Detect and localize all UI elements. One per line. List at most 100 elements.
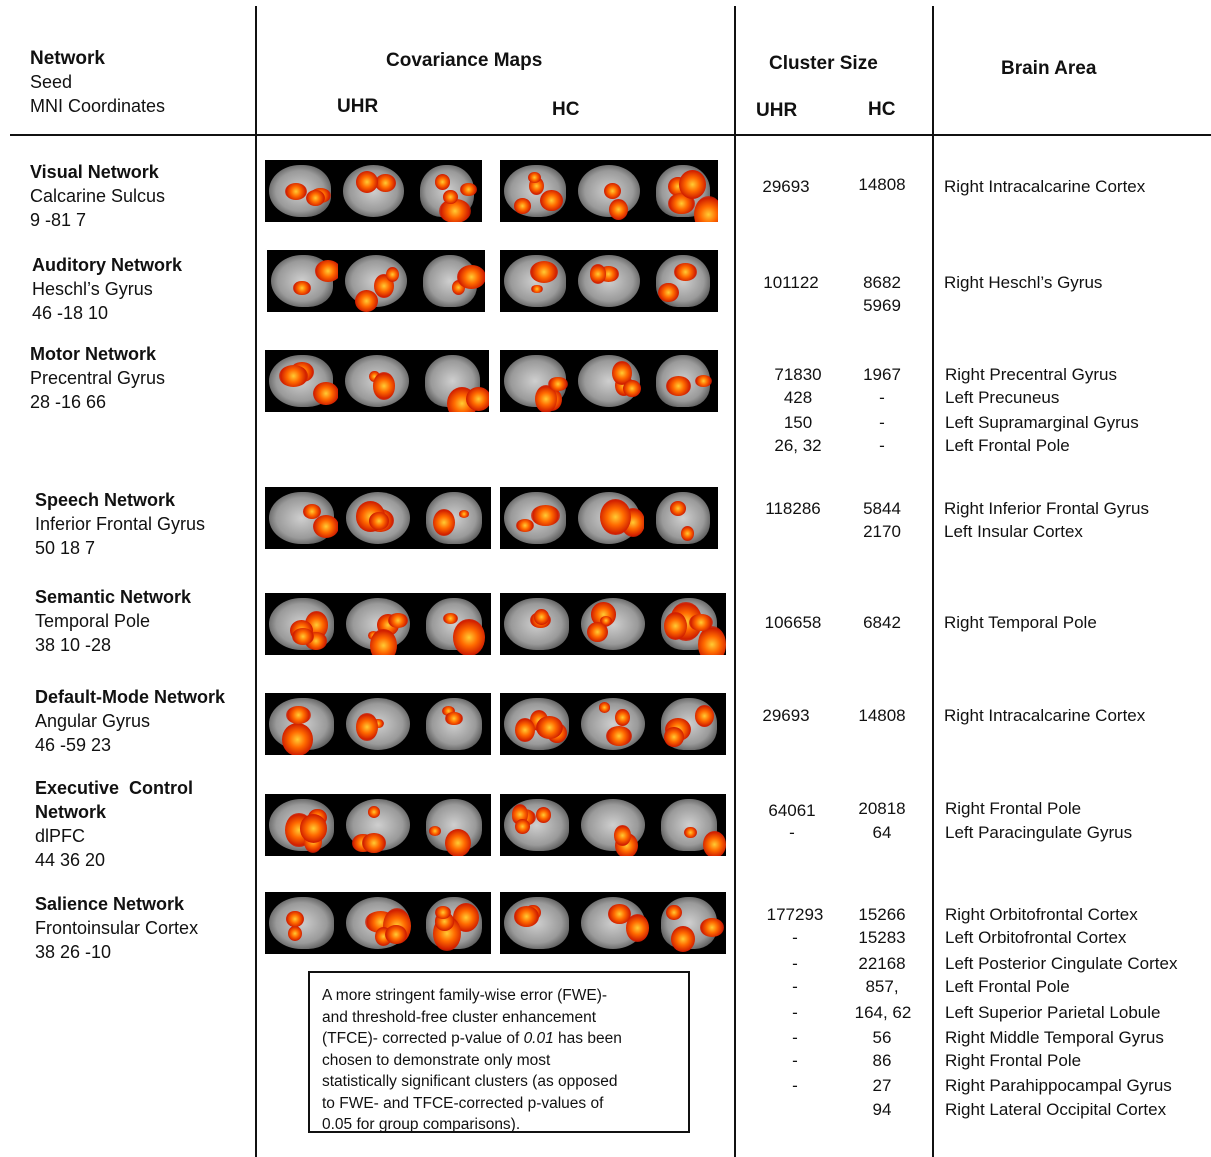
activation-blob [457,264,486,289]
cluster-hc-value: 20818 [858,799,906,818]
covariance-map-auditory-hc [500,250,718,312]
cluster-hc-value: 15266 [858,905,906,924]
covariance-map-motor-hc [500,350,718,412]
network-visual: Visual Network Calcarine Sulcus 9 -81 7 [30,160,165,232]
covariance-map-semantic-hc [500,593,726,655]
brain-area: Right Frontal Pole [945,799,1082,818]
activation-blob [314,259,338,283]
activation-blob [535,806,551,823]
network-name: Semantic Network [35,587,192,607]
activation-blob [607,903,631,925]
brain-area: Right Precentral Gyrus [945,365,1117,384]
header-network: Network [30,48,105,69]
activation-blob [684,826,697,839]
cluster-uhr-value: - [792,1076,798,1095]
cluster-uhr-value: 26, 32 [774,436,822,455]
brain-slice-cor [418,892,491,954]
network-coords: 38 10 -28 [35,635,112,655]
cluster-hc-value: 14808 [858,175,906,194]
activation-blob [312,514,339,539]
activation-blob [429,826,442,836]
header-brain-area: Brain Area [1001,58,1097,79]
footnote-line: (TFCE)- corrected p-value of 0.01 has be… [322,1028,676,1050]
footnote-pvalue: 0.01 [523,1030,554,1047]
cluster-uhr-value: 101122 [763,273,819,292]
network-seed: Frontoinsular Cortex [35,918,199,938]
brain-area: Left Precuneus [945,388,1060,407]
network-coords: 44 36 20 [35,850,106,870]
brain-slice-cor [418,693,491,755]
brain-slice-cor [647,350,718,412]
brain-slice-ax [341,892,414,954]
cluster-uhr-value: 29693 [762,177,810,196]
header-mni: MNI Coordinates [30,96,166,116]
network-motor: Motor Network Precentral Gyrus 28 -16 66 [30,342,165,414]
activation-blob [614,825,631,846]
brain-slice-sag [500,160,571,222]
brain-area: Right Heschl’s Gyrus [944,273,1103,292]
activation-blob [465,386,490,412]
cluster-hc-value: 2170 [863,522,901,541]
activation-blob [515,518,535,533]
network-seed: Angular Gyrus [35,711,151,731]
cluster-uhr-value: 29693 [762,706,810,725]
covariance-map-executive-uhr [265,794,491,856]
activation-blob [528,172,542,183]
activation-blob [598,702,611,714]
activation-blob [665,375,691,396]
covariance-map-visual-uhr [265,160,482,222]
activation-blob [615,708,631,726]
cluster-uhr-value: 71830 [774,365,822,384]
brain-slice-cor [418,593,491,655]
header-covariance: Covariance Maps [386,50,543,71]
activation-blob [625,913,650,942]
footnote-text: has been [553,1030,622,1047]
cluster-hc-value: 56 [872,1028,892,1047]
activation-blob [693,195,719,222]
activation-blob [689,613,713,632]
header-cov-uhr: UHR [337,96,379,117]
brain-area: Left Orbitofrontal Cortex [945,928,1127,947]
activation-blob [367,806,380,818]
activation-blob [700,917,725,937]
activation-blob [355,170,379,193]
network-name: Executive Control [35,778,194,798]
cluster-uhr-value: - [792,1003,798,1022]
cluster-hc-value: 857, [865,977,899,996]
activation-blob [286,910,304,928]
activation-blob [443,190,458,204]
activation-blob [679,170,706,199]
network-name: Salience Network [35,894,185,914]
brain-slice-ax [574,160,645,222]
network-seed: Calcarine Sulcus [30,186,166,206]
brain-area: Left Posterior Cingulate Cortex [945,954,1178,973]
brain-slice-ax [574,250,645,312]
activation-blob [658,282,679,303]
activation-blob [432,508,456,537]
activation-blob [445,711,463,726]
activation-blob [535,715,563,739]
activation-blob [291,627,315,646]
brain-slice-sag [265,350,338,412]
network-name: Default-Mode Network [35,687,226,707]
footnote-line: statistically significant clusters (as o… [322,1073,618,1090]
network-coords: 50 18 7 [35,538,96,558]
network-name: Motor Network [30,344,156,364]
activation-blob [664,611,687,641]
activation-blob [458,510,470,519]
activation-blob [670,501,687,516]
cluster-hc-value: 22168 [858,954,906,973]
activation-blob [605,725,632,746]
activation-blob [587,621,609,642]
brain-slice-cor [412,160,482,222]
network-coords: 46 -59 23 [35,735,112,755]
footnote-line: and threshold-free cluster enhancement [322,1008,596,1026]
network-coords: 46 -18 10 [32,303,109,323]
network-coords: 9 -81 7 [30,210,87,230]
column-divider-1 [255,6,257,1157]
brain-slice-ax [574,487,645,549]
cluster-hc-value: 5844 [863,499,901,518]
network-default-mode: Default-Mode Network Angular Gyrus 46 -5… [35,685,225,757]
activation-blob [664,726,685,747]
covariance-map-speech-uhr [265,487,491,549]
